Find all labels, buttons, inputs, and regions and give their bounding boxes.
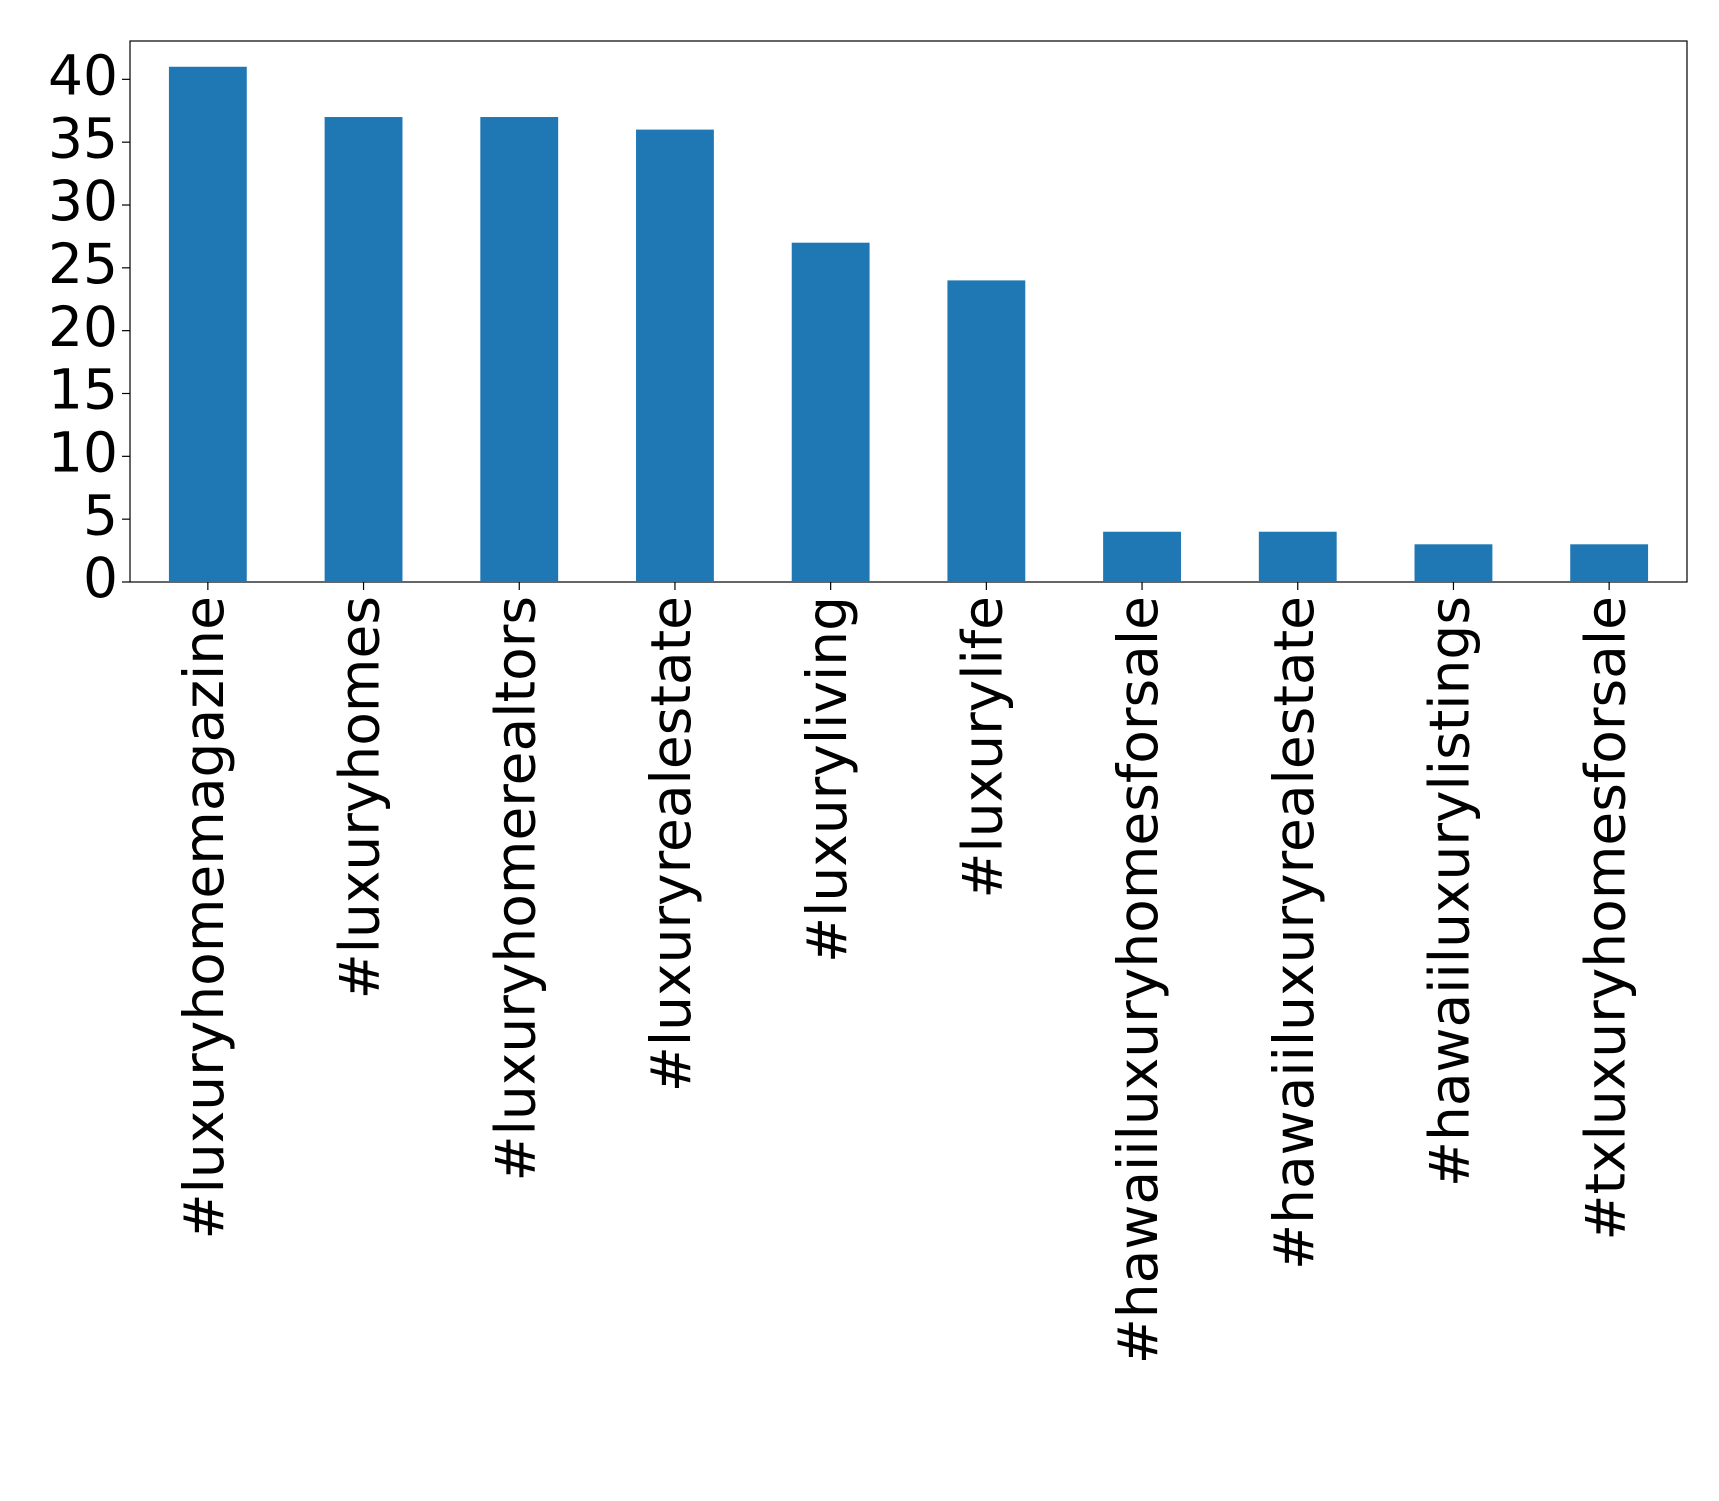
bar: [1258, 531, 1337, 582]
y-tick-label: 0: [83, 546, 118, 610]
x-tick-label: #hawaiiluxurylistings: [1418, 596, 1482, 1187]
y-tick-label: 10: [48, 420, 118, 484]
x-tick-label: #hawaiiluxuryrealestate: [1262, 596, 1326, 1270]
bar: [480, 117, 559, 582]
y-tick-label: 15: [48, 358, 118, 422]
x-tick-label: #luxuryhomemagazine: [172, 596, 236, 1239]
bar: [791, 242, 870, 582]
x-tick-label: #luxuryrealestate: [639, 596, 703, 1092]
x-tick-label: #luxuryhomes: [328, 596, 392, 999]
x-tick-label: #luxuryhomerealtors: [483, 596, 547, 1181]
y-tick-label: 5: [83, 483, 118, 547]
bar: [1414, 544, 1493, 582]
y-tick-label: 35: [48, 106, 118, 170]
y-tick-label: 25: [48, 232, 118, 296]
x-tick-label: #txluxuryhomesforsale: [1573, 596, 1637, 1241]
x-tick-label: #luxurylife: [950, 596, 1014, 899]
bar: [324, 117, 403, 582]
bar: [1103, 531, 1181, 582]
y-tick-label: 30: [48, 169, 118, 233]
plot-frame: [129, 40, 1688, 583]
bar: [1570, 544, 1649, 582]
x-tick-label: #hawaiiluxuryhomesforsale: [1106, 596, 1170, 1364]
bar: [168, 66, 247, 582]
y-tick-label: 40: [48, 43, 118, 107]
bar: [636, 129, 714, 582]
bar: [947, 280, 1026, 582]
y-tick-label: 20: [48, 295, 118, 359]
x-tick-label: #luxuryliving: [795, 596, 859, 963]
